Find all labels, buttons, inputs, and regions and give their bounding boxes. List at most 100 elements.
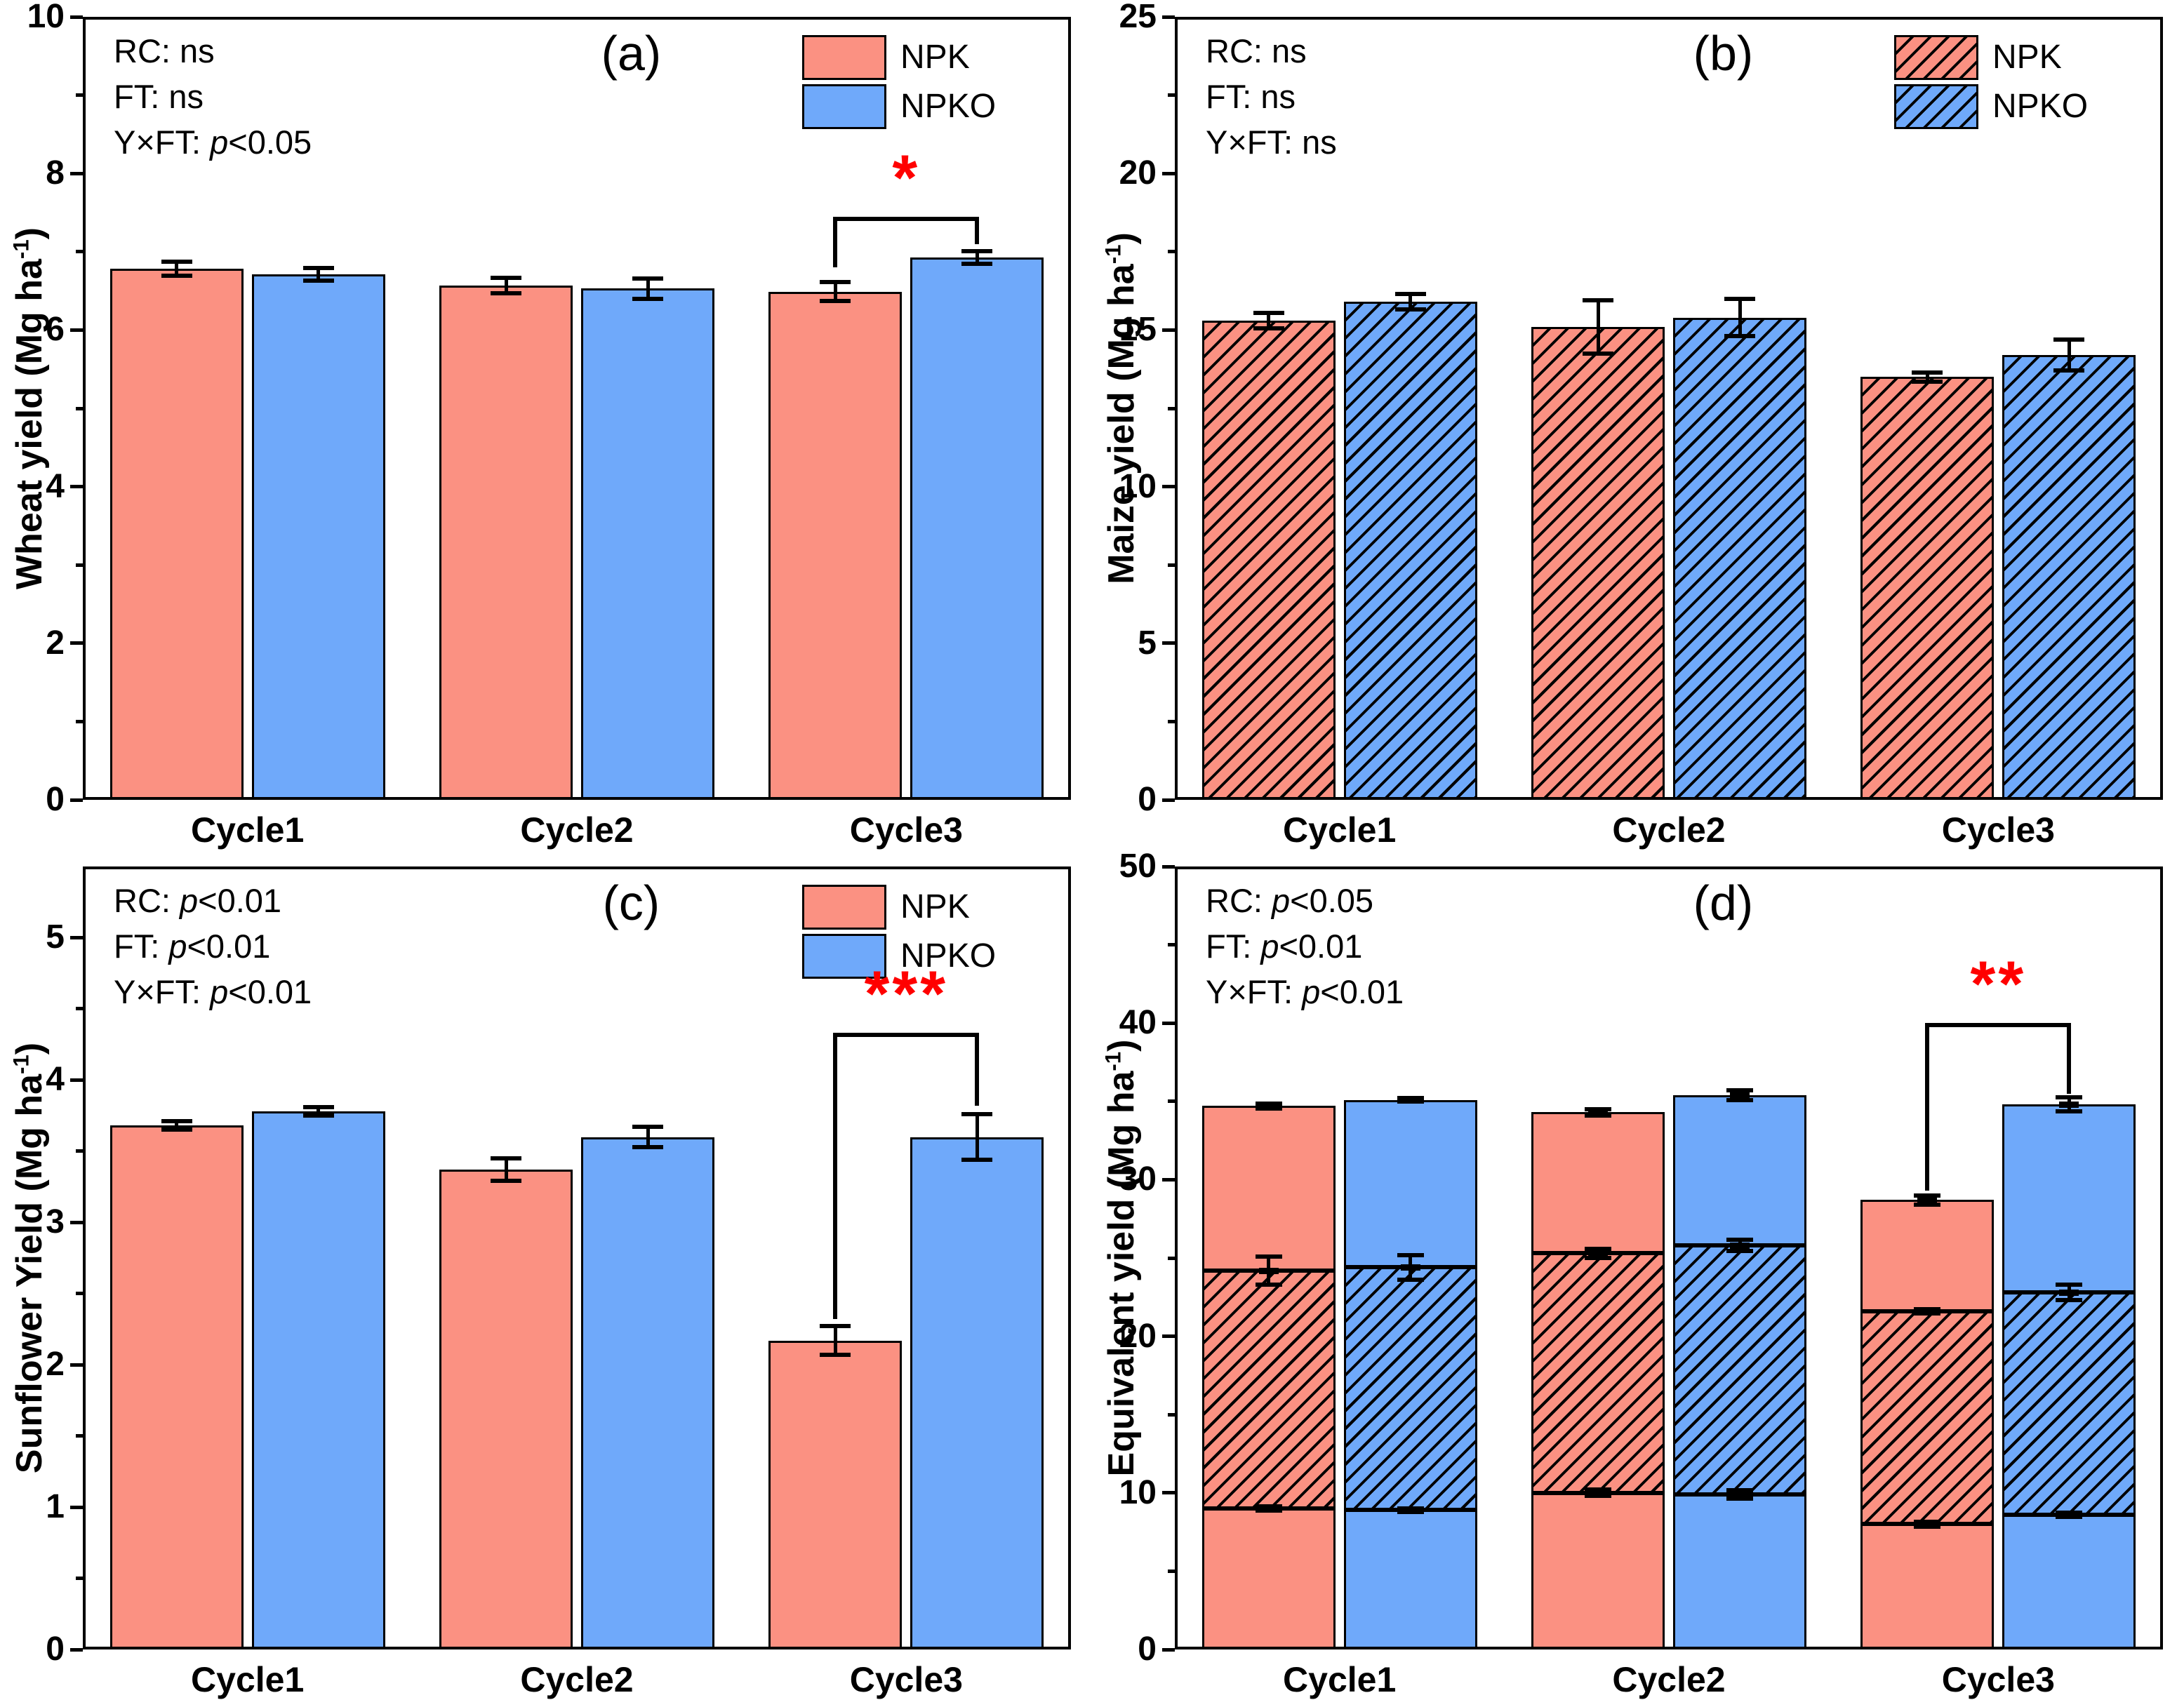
mean-marker — [1258, 1103, 1279, 1110]
y-tick-label: 10 — [1119, 467, 1157, 505]
y-minor-tick — [76, 1007, 83, 1011]
error-bar-cap — [161, 274, 192, 279]
stats-line: RC: ns — [114, 32, 215, 69]
y-minor-tick — [1168, 563, 1175, 567]
y-tick-label: 2 — [46, 1346, 65, 1384]
stats-block: RC: ns FT: ns Y×FT: p<0.05 — [114, 28, 312, 165]
significance-stars: ** — [1970, 949, 2027, 1021]
stack-segment-npko-cycle1-0 — [1343, 1510, 1477, 1649]
y-tick-label: 0 — [46, 781, 65, 818]
mean-marker — [2059, 1290, 2079, 1297]
y-minor-tick — [1168, 1569, 1175, 1573]
y-tick-label: 1 — [46, 1488, 65, 1526]
y-major-tick — [1162, 1647, 1175, 1652]
error-bar-line — [504, 1158, 508, 1182]
significance-bracket — [833, 1033, 980, 1038]
error-bar-cap — [1583, 351, 1613, 356]
y-tick-label: 30 — [1119, 1160, 1157, 1198]
significance-bracket-arm — [1925, 1023, 1930, 1191]
mean-marker — [1588, 1490, 1608, 1497]
y-major-tick — [1162, 171, 1175, 175]
significance-bracket-arm — [2067, 1023, 2072, 1094]
stack-segment-npk-cycle2-0 — [1531, 1492, 1665, 1649]
bar-npk-cycle2 — [439, 1170, 573, 1649]
error-bar-cap — [2053, 337, 2085, 342]
bar-npko-cycle1 — [251, 274, 385, 800]
error-bar-line — [504, 277, 508, 293]
error-bar-cap — [961, 261, 993, 266]
error-bar-cap — [1585, 1106, 1611, 1111]
panel-b: 0 5 10 15 20 25 Cycle1 Cycle2 Cycle3 Maize yield … — [1092, 0, 2184, 850]
error-bar-line — [2067, 339, 2071, 371]
mean-marker — [1917, 1197, 1938, 1204]
error-bar-cap — [491, 1179, 521, 1184]
error-bar-line — [175, 262, 179, 276]
stack-segment-npk-cycle1-2 — [1201, 1106, 1336, 1271]
stats-line: RC: ns — [1206, 32, 1307, 69]
y-major-tick — [1162, 1334, 1175, 1339]
stats-block: RC: p<0.01 FT: p<0.01 Y×FT: p<0.01 — [114, 878, 312, 1015]
x-category-label: Cycle2 — [1612, 810, 1726, 850]
legend-label-npko: NPKO — [900, 937, 997, 975]
error-bar-cap — [632, 1144, 663, 1149]
stats-line: Y×FT: p<0.05 — [114, 123, 312, 161]
mean-marker — [2059, 1512, 2079, 1519]
significance-bracket-arm — [833, 216, 838, 268]
error-bar-cap — [1726, 1097, 1753, 1102]
mean-marker — [1730, 1092, 1750, 1099]
stats-line: Y×FT: p<0.01 — [114, 973, 312, 1010]
y-minor-tick — [1168, 250, 1175, 254]
error-bar-line — [1596, 300, 1600, 354]
y-major-tick — [1162, 798, 1175, 802]
legend-label-npk: NPK — [900, 888, 970, 925]
mean-marker — [1730, 1243, 1750, 1250]
error-bar-cap — [161, 260, 192, 265]
significance-bracket-arm — [975, 216, 980, 244]
error-bar-cap — [820, 1324, 851, 1329]
mean-marker — [1258, 1506, 1279, 1513]
y-major-tick — [1162, 641, 1175, 645]
stack-segment-npko-cycle3-0 — [2002, 1515, 2136, 1649]
y-major-tick — [70, 1363, 83, 1367]
y-minor-tick — [76, 719, 83, 723]
error-bar-cap — [1394, 307, 1426, 312]
y-minor-tick — [1168, 1256, 1175, 1260]
x-category-label: Cycle1 — [1283, 810, 1397, 850]
error-bar-line — [317, 268, 321, 281]
panel-letter: (c) — [602, 876, 660, 930]
error-bar-line — [1738, 298, 1742, 337]
error-bar-line — [833, 282, 837, 302]
y-tick-label: 3 — [46, 1203, 65, 1241]
y-tick-label: 40 — [1119, 1004, 1157, 1042]
y-tick-label: 2 — [46, 624, 65, 662]
stats-line: FT: p<0.01 — [1206, 928, 1363, 965]
y-major-tick — [70, 171, 83, 175]
y-tick-label: 20 — [1119, 1317, 1157, 1355]
y-minor-tick — [1168, 943, 1175, 947]
error-bar-line — [1925, 372, 1929, 382]
bar-npko-cycle3 — [2002, 355, 2136, 800]
panel-d: 0 10 20 30 40 50 Cycle1 Cycle2 Cycle3 Equivalent … — [1092, 848, 2184, 1699]
bar-npko-cycle2 — [581, 1137, 714, 1649]
error-bar-line — [1409, 294, 1413, 310]
error-bar-cap — [2056, 1095, 2083, 1100]
bar-npk-cycle1 — [1201, 321, 1336, 800]
error-bar-cap — [820, 280, 851, 285]
error-bar-cap — [1726, 1238, 1753, 1243]
y-tick-label: 0 — [46, 1631, 65, 1668]
x-category-label: Cycle3 — [849, 1660, 963, 1699]
error-bar-cap — [1726, 1248, 1753, 1253]
y-tick-label: 4 — [46, 1061, 65, 1099]
y-tick-label: 5 — [46, 918, 65, 956]
y-major-tick — [70, 1220, 83, 1224]
bar-npk-cycle1 — [109, 1125, 244, 1649]
x-category-label: Cycle1 — [191, 1660, 305, 1699]
error-bar-cap — [2053, 368, 2085, 373]
y-major-tick — [70, 1505, 83, 1509]
y-minor-tick — [76, 93, 83, 98]
stack-segment-npko-cycle2-0 — [1673, 1494, 1806, 1649]
y-tick-label: 50 — [1119, 848, 1157, 885]
error-bar-cap — [2056, 1298, 2083, 1303]
error-bar-line — [317, 1106, 321, 1116]
